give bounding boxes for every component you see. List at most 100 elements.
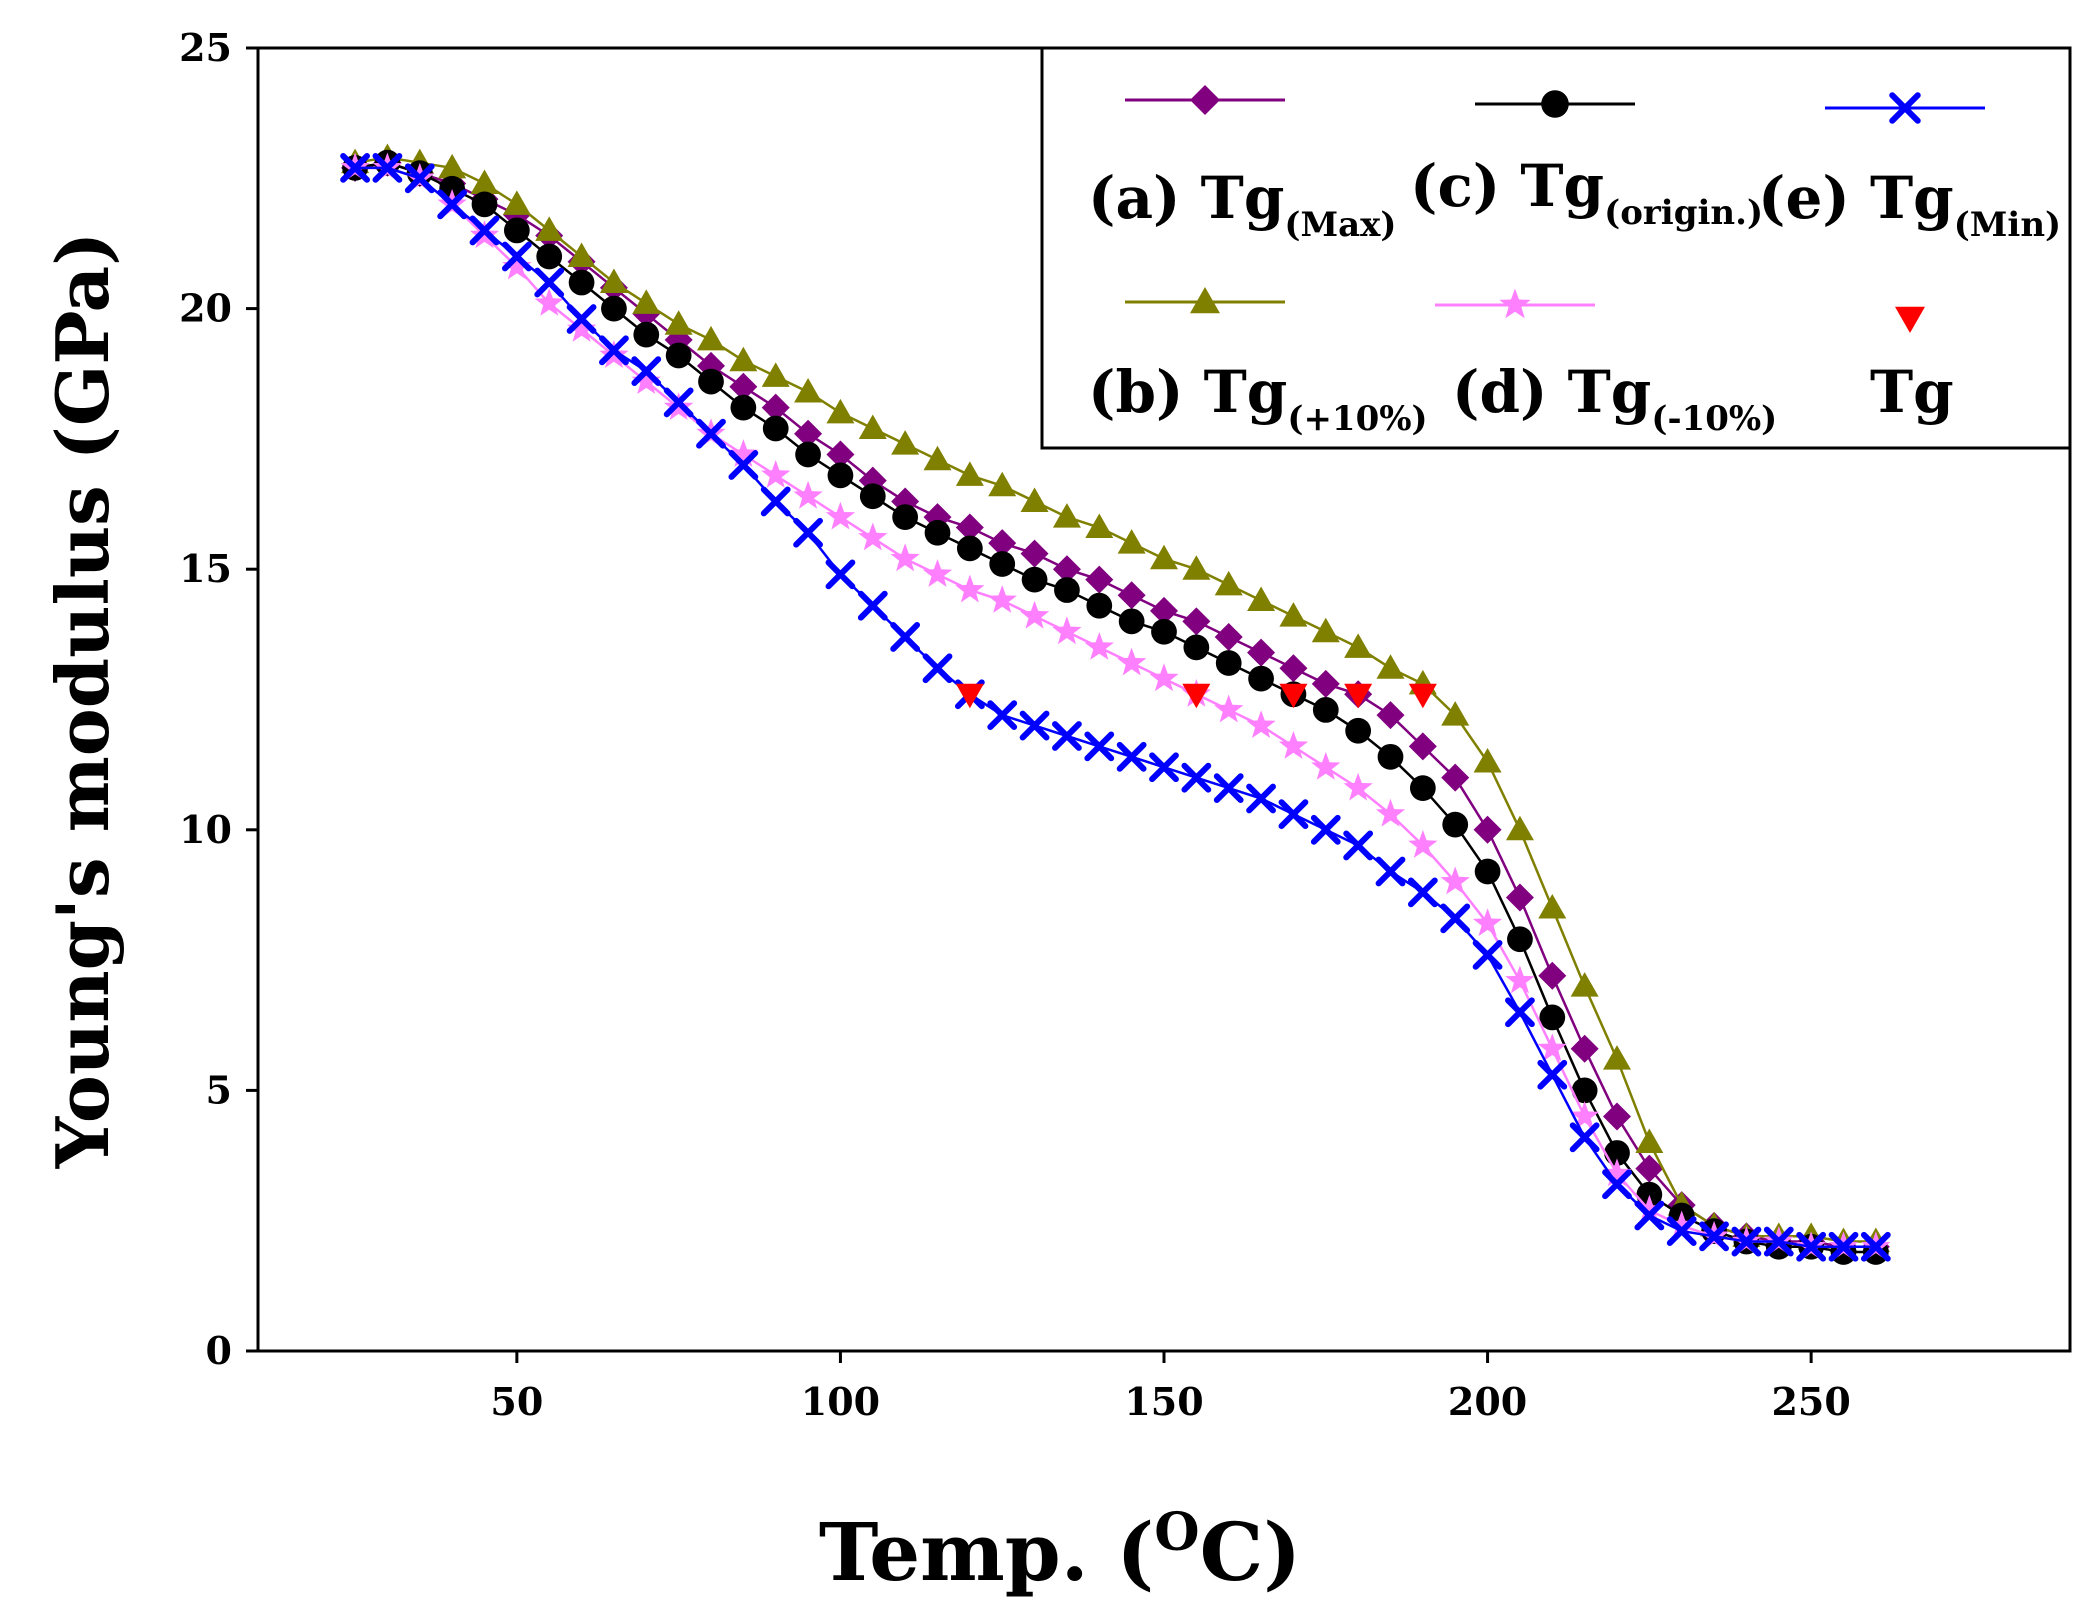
series-1-point-29: [1279, 602, 1308, 627]
series-4-point-20: [987, 700, 1018, 731]
series-2-point-34: [1442, 811, 1469, 838]
y-axis-title: Young's modulus (GPa): [40, 232, 125, 1170]
x-tick-label-100: 100: [801, 1379, 880, 1424]
series-1-point-4: [470, 169, 499, 195]
series-2-point-33: [1409, 775, 1436, 801]
series-2-point-22: [1054, 577, 1080, 603]
series-4-point-25: [1149, 752, 1179, 783]
series-3-point-34: [1440, 866, 1470, 895]
series-4-point-7: [566, 304, 597, 334]
series-0-point-23: [1085, 565, 1114, 594]
series-1-point-37: [1538, 893, 1567, 919]
series-1-point-30: [1311, 617, 1340, 643]
series-1-point-9: [632, 289, 661, 314]
series-4-point-14: [793, 517, 823, 548]
series-3-point-21: [1019, 600, 1050, 629]
series-5-point-2: [1279, 683, 1308, 709]
series-0-point-13: [761, 393, 790, 422]
series-4-point-15: [825, 559, 856, 590]
series-3-point-24: [1117, 647, 1147, 676]
series-1-point-26: [1182, 555, 1211, 580]
series-3-point-12: [728, 439, 758, 467]
series-4-point-2: [404, 163, 435, 194]
series-3-point-13: [761, 460, 791, 488]
series-4-point-4: [469, 215, 500, 246]
y-tick-label-20: 20: [179, 286, 232, 331]
series-2-point-21: [1021, 566, 1048, 593]
legend-label-2-sub: (origin.): [1604, 193, 1763, 233]
series-0-point-36: [1505, 883, 1534, 912]
series-3-point-22: [1052, 616, 1082, 645]
series-1-point-40: [1635, 1128, 1664, 1154]
x-tick-label-250: 250: [1771, 1379, 1850, 1424]
series-1-point-3: [438, 153, 467, 179]
series-2-point-5: [503, 217, 530, 244]
series-0-point-24: [1117, 581, 1146, 610]
legend-label-3-main: (d) Tg: [1452, 358, 1651, 426]
series-3-point-28: [1246, 710, 1276, 738]
series-4-point-16: [857, 590, 888, 621]
series-4-point-44: [1763, 1226, 1794, 1257]
series-4-point-38: [1569, 1122, 1600, 1153]
series-0-point-29: [1279, 654, 1308, 683]
series-4-point-28: [1246, 783, 1276, 814]
series-2-point-11: [698, 368, 724, 395]
series-1-point-15: [826, 398, 855, 424]
series-2-point-37: [1539, 1004, 1566, 1031]
series-0-point-19: [955, 513, 984, 542]
series-4-point-6: [534, 267, 565, 298]
series-4-point-30: [1310, 814, 1341, 845]
legend-label-1: (b) Tg(+10%): [1088, 358, 1428, 439]
legend-label-1-sub: (+10%): [1287, 399, 1427, 439]
series-1-point-8: [599, 268, 628, 294]
legend: (a) Tg(Max) (b) Tg(+10%) (c) Tg(origin.) (d…: [1040, 46, 2072, 450]
series-3-point-17: [890, 543, 920, 572]
series-1-point-6: [535, 216, 564, 241]
series-3-point-37: [1537, 1033, 1567, 1062]
series-1-point-38: [1570, 972, 1599, 997]
legend-marker-1: [1190, 287, 1220, 314]
series-2-point-25: [1151, 618, 1177, 645]
legend-label-0-sub: (Max): [1284, 205, 1396, 245]
series-3-point-31: [1343, 772, 1373, 801]
series-4-point-26: [1181, 762, 1212, 793]
legend-label-4-main: (e) Tg: [1758, 164, 1954, 232]
series-3-point-40: [1634, 1194, 1664, 1223]
y-tick-label-25: 25: [179, 25, 232, 70]
series-1-point-23: [1085, 513, 1114, 539]
legend-label-4: (e) Tg(Min): [1758, 164, 2061, 245]
series-2-point-17: [892, 504, 919, 530]
legend-label-1-main: (b) Tg: [1088, 358, 1287, 426]
series-2-point-40: [1636, 1181, 1663, 1208]
series-0-point-15: [826, 440, 855, 469]
x-axis-title: Temp. (OC): [819, 1502, 1301, 1599]
series-2-point-14: [795, 441, 821, 468]
series-2-point-16: [859, 483, 886, 510]
series-4-point-43: [1731, 1226, 1762, 1257]
x-axis-title-main: Temp. (: [819, 1505, 1154, 1599]
series-4-point-8: [599, 335, 629, 366]
series-4-point-45: [1796, 1231, 1827, 1262]
legend-marker-5: [1895, 306, 1925, 333]
series-1-point-31: [1344, 633, 1373, 658]
series-4-point-13: [760, 486, 791, 517]
legend-marker-0: [1190, 85, 1220, 115]
series-0-point-20: [988, 529, 1017, 558]
series-0-point-38: [1570, 1034, 1599, 1063]
series-1-point-13: [761, 362, 790, 387]
series-2-point-35: [1474, 858, 1501, 885]
x-tick-label-200: 200: [1448, 1379, 1527, 1424]
legend-label-5: Tg: [1870, 358, 1954, 426]
series-5-point-1: [1182, 683, 1211, 709]
series-1-point-21: [1020, 487, 1049, 512]
legend-label-2: (c) Tg(origin.): [1410, 152, 1763, 233]
legend-label-2-main: (c) Tg: [1410, 152, 1604, 220]
series-1-point-10: [664, 310, 693, 335]
series-3-point-35: [1472, 908, 1503, 937]
series-3-point-30: [1311, 751, 1341, 780]
series-0-point-26: [1182, 607, 1211, 636]
legend-label-3: (d) Tg(-10%): [1452, 358, 1777, 439]
series-4-point-37: [1537, 1059, 1568, 1090]
x-tick-label-150: 150: [1124, 1379, 1203, 1424]
